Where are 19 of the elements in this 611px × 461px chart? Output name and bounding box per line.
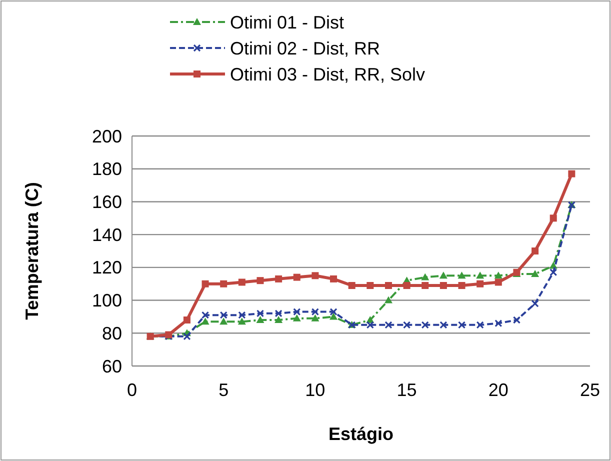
legend-label: Otimi 02 - Dist, RR: [230, 38, 380, 58]
x-tick-label: 10: [305, 380, 326, 400]
y-tick-label: 160: [92, 192, 122, 212]
x-tick-label: 15: [396, 380, 417, 400]
y-tick-label: 60: [102, 356, 122, 376]
y-tick-label: 80: [102, 323, 122, 344]
legend-label: Otimi 01 - Dist: [230, 12, 344, 32]
legend-label: Otimi 03 - Dist, RR, Solv: [230, 64, 426, 84]
y-tick-label: 140: [92, 224, 122, 245]
y-axis-title: Temperatura (C): [22, 182, 42, 320]
y-tick-label: 100: [92, 290, 122, 311]
x-tick-label: 25: [580, 380, 600, 400]
x-axis-title: Estágio: [328, 424, 394, 444]
y-tick-label: 180: [92, 159, 122, 180]
x-tick-label: 5: [218, 380, 229, 400]
y-tick-label: 200: [92, 126, 122, 146]
y-tick-label: 120: [92, 258, 122, 278]
x-tick-label: 0: [126, 380, 138, 400]
x-tick-label: 20: [488, 380, 508, 400]
